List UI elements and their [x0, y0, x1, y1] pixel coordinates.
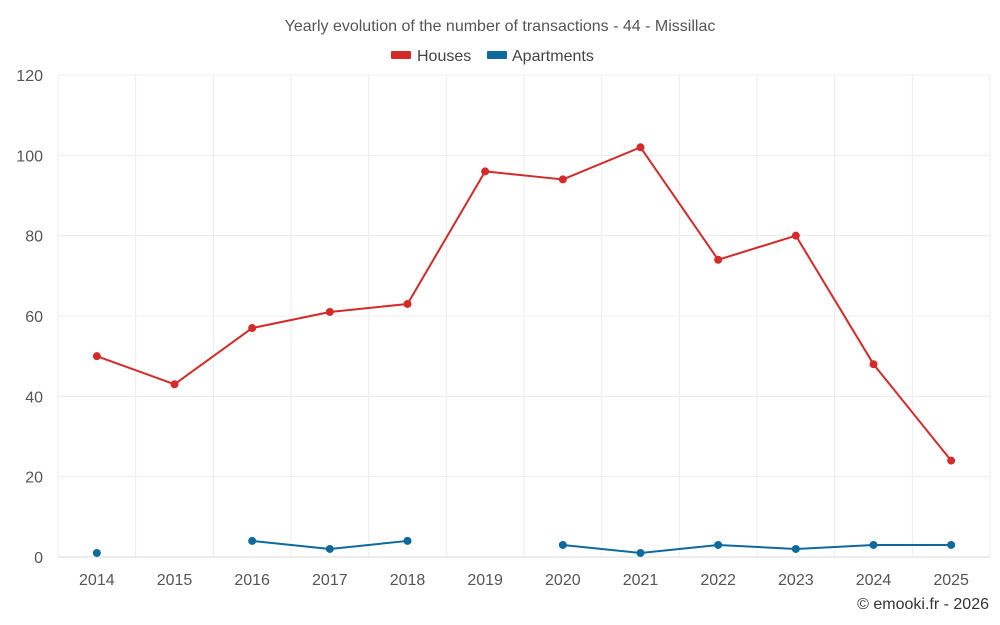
data-point-houses-2022[interactable] [714, 255, 723, 264]
data-point-houses-2021[interactable] [636, 143, 645, 152]
legend-label-houses: Houses [417, 48, 471, 65]
data-point-houses-2024[interactable] [869, 360, 878, 369]
x-tick-label: 2014 [79, 572, 115, 589]
y-tick-label: 0 [34, 550, 43, 567]
x-tick-label: 2025 [933, 572, 969, 589]
data-point-apartments-2025[interactable] [947, 540, 956, 549]
series-line-apartments [562, 543, 952, 554]
data-point-houses-2014[interactable] [92, 352, 101, 361]
x-tick-label: 2015 [157, 572, 193, 589]
legend-item-houses[interactable]: Houses [391, 48, 471, 65]
data-point-apartments-2022[interactable] [714, 540, 723, 549]
data-point-apartments-2017[interactable] [325, 544, 334, 553]
data-point-apartments-2020[interactable] [558, 540, 567, 549]
legend-swatch-houses [391, 51, 411, 59]
series-line-houses [96, 146, 952, 462]
x-tick-label: 2017 [312, 572, 348, 589]
data-point-apartments-2023[interactable] [791, 544, 800, 553]
legend-swatch-apartments [487, 51, 507, 59]
data-point-apartments-2021[interactable] [636, 548, 645, 557]
grid-layer [57, 74, 991, 558]
legend: Houses Apartments [391, 48, 594, 65]
data-point-houses-2018[interactable] [403, 299, 412, 308]
y-tick-label: 60 [25, 309, 43, 326]
data-point-apartments-2014[interactable] [92, 548, 101, 557]
y-tick-label: 80 [25, 229, 43, 246]
credit-text: © emooki.fr - 2026 [857, 596, 989, 613]
tick-layer: 0 20 40 60 80 100 120 2014 2015 2016 2017 2018 2019 2… [16, 68, 969, 589]
data-point-apartments-2016[interactable] [248, 536, 257, 545]
x-tick-label: 2024 [856, 572, 892, 589]
y-tick-label: 100 [16, 148, 43, 165]
data-point-apartments-2018[interactable] [403, 536, 412, 545]
x-tick-label: 2020 [545, 572, 581, 589]
y-tick-label: 120 [16, 68, 43, 85]
x-tick-label: 2022 [700, 572, 736, 589]
chart-title: Yearly evolution of the number of transa… [285, 18, 716, 35]
data-point-houses-2023[interactable] [791, 231, 800, 240]
y-tick-label: 40 [25, 389, 43, 406]
data-point-houses-2019[interactable] [481, 167, 490, 176]
x-tick-label: 2019 [467, 572, 503, 589]
data-point-houses-2017[interactable] [325, 307, 334, 316]
data-point-houses-2020[interactable] [558, 175, 567, 184]
x-tick-label: 2021 [623, 572, 659, 589]
x-tick-label: 2018 [390, 572, 426, 589]
data-point-houses-2016[interactable] [248, 324, 257, 333]
y-tick-label: 20 [25, 470, 43, 487]
series-layer [92, 143, 956, 557]
data-point-houses-2025[interactable] [947, 456, 956, 465]
x-tick-label: 2016 [234, 572, 270, 589]
legend-item-apartments[interactable]: Apartments [487, 48, 594, 65]
data-point-apartments-2024[interactable] [869, 540, 878, 549]
data-point-houses-2015[interactable] [170, 380, 179, 389]
x-tick-label: 2023 [778, 572, 814, 589]
legend-label-apartments: Apartments [512, 48, 594, 65]
